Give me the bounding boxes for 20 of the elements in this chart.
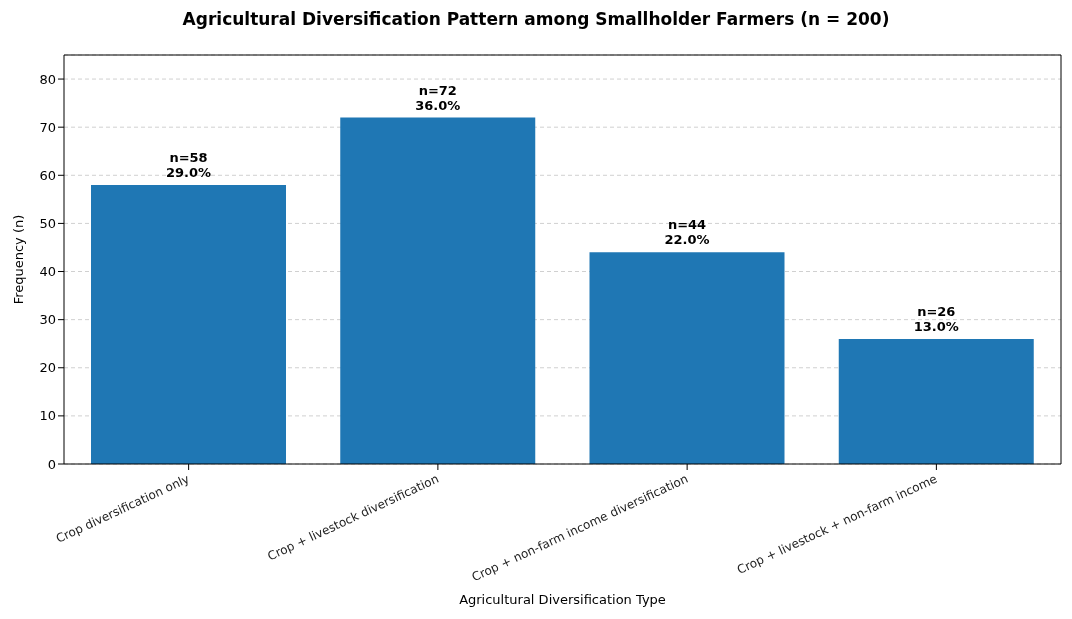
chart-title: Agricultural Diversification Pattern among Smallholder Farmers (n = 200) bbox=[181, 8, 891, 30]
data-label: n=44 22.0% bbox=[664, 217, 710, 248]
data-label: n=26 13.0% bbox=[913, 303, 959, 334]
data-label: n=58 29.0% bbox=[165, 149, 212, 180]
y-tick-label: 40 bbox=[39, 264, 56, 280]
bar bbox=[91, 184, 286, 464]
y-tick-label: 70 bbox=[39, 119, 56, 135]
x-axis-title: Agricultural Diversification Type bbox=[459, 592, 666, 607]
y-tick-label: 10 bbox=[39, 408, 56, 424]
y-tick-label: 0 bbox=[47, 456, 56, 472]
y-tick-label: 30 bbox=[39, 312, 56, 328]
y-tick-label: 50 bbox=[39, 216, 56, 232]
bar bbox=[340, 117, 536, 464]
data-label: n=72 36.0% bbox=[415, 82, 461, 113]
y-tick-label: 80 bbox=[39, 71, 56, 87]
bar bbox=[589, 252, 785, 464]
y-axis-title: Frequency (n) bbox=[10, 214, 26, 305]
y-tick-label: 20 bbox=[39, 360, 56, 376]
bar bbox=[838, 338, 1034, 464]
y-tick-label: 60 bbox=[39, 167, 56, 183]
